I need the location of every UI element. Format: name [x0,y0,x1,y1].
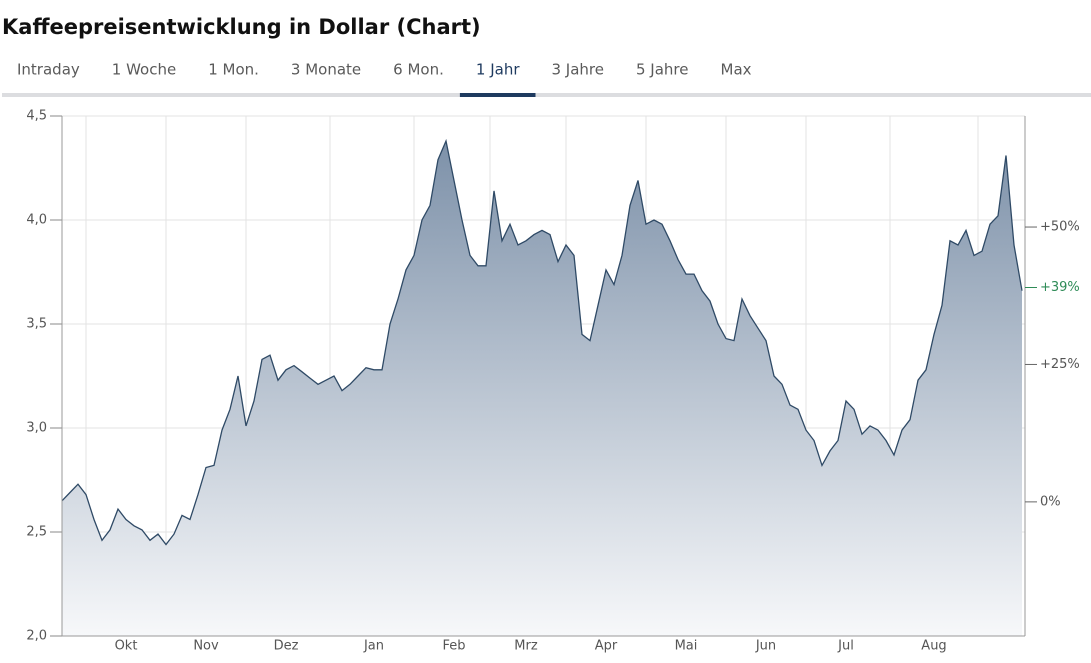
x-tick-label: Okt [115,639,138,654]
y2-tick-label: +50% [1040,220,1080,235]
tab[interactable]: 3 Jahre [552,61,605,79]
tab[interactable]: 3 Monate [291,61,361,79]
tab[interactable]: 6 Mon. [393,61,444,79]
y2-tick-label: 0% [1040,494,1061,509]
x-tick-label: Apr [595,639,618,654]
y2-tick-label: +25% [1040,357,1080,372]
tab[interactable]: Intraday [17,61,80,79]
y-tick-label: 2,5 [26,525,47,540]
tab[interactable]: 5 Jahre [636,61,689,79]
x-tick-label: Nov [193,639,219,654]
x-tick-label: Jul [837,639,854,654]
x-tick-label: Feb [442,639,465,654]
x-tick-label: Dez [274,639,299,654]
x-tick-label: Mrz [514,639,538,654]
y-tick-label: 4,0 [26,213,47,228]
line [61,138,1023,546]
active-tab-underline [459,93,536,97]
y2-current-label: +39% [1040,280,1080,295]
tab[interactable]: Max [721,61,752,79]
y-tick-label: 3,0 [26,421,47,436]
area [62,141,1022,636]
tab[interactable]: 1 Mon. [208,61,259,79]
chart: 2,0 2,5 3,0 3,5 4,0 4,5 Okt Nov Dez Jan Feb Mrz Apr M… [26,109,1079,654]
y-tick-label: 2,0 [26,629,47,644]
x-tick-label: Mai [675,639,698,654]
x-tick-label: Jan [363,639,384,654]
tab[interactable]: 1 Woche [112,61,176,79]
tab-list: Intraday 1 Woche 1 Mon. 3 Monate 6 Mon. 1 Jah… [17,61,752,97]
x-tick-label: Jun [755,639,776,654]
y-tick-label: 4,5 [26,109,47,124]
tab[interactable]: 1 Jahr [476,61,520,79]
y-tick-label: 3,5 [26,317,47,332]
page-title: Kaffeepreisentwicklung in Dollar (Chart) [2,15,481,39]
tab-bar [2,93,1091,97]
x-tick-label: Aug [921,639,946,654]
